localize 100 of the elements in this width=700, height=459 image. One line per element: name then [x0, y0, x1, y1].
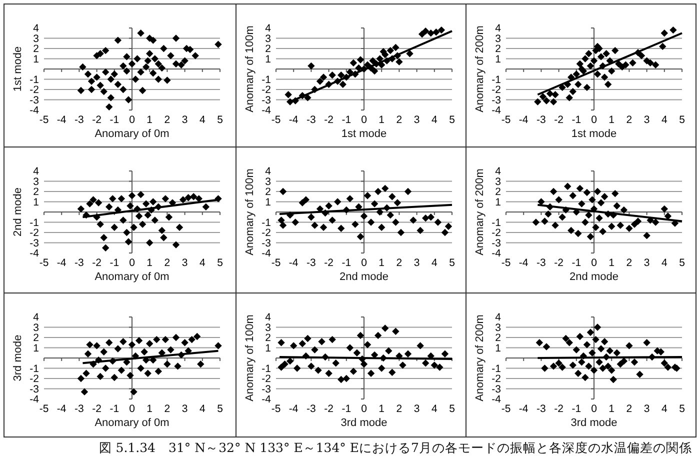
y-tick-label: -2: [492, 373, 502, 385]
point: [88, 86, 96, 94]
y-tick-label: -2: [492, 84, 502, 96]
point: [172, 34, 180, 42]
y-tick-label: 2: [265, 186, 272, 198]
y-tick-label: -4: [30, 248, 40, 260]
point: [612, 46, 619, 54]
point: [160, 44, 168, 52]
x-axis-title: 1st mode: [341, 128, 387, 140]
x-tick-label: -4: [518, 403, 528, 415]
y-tick-label: 2: [495, 43, 502, 55]
point: [90, 196, 97, 204]
point: [659, 42, 666, 50]
point: [388, 368, 396, 376]
point: [138, 86, 146, 94]
x-tick-label: 4: [199, 257, 206, 269]
point: [422, 214, 430, 222]
x-tick-label: 0: [361, 403, 368, 415]
point: [539, 93, 547, 100]
point: [604, 362, 612, 370]
x-tick-label: 5: [679, 114, 686, 126]
point: [132, 76, 140, 83]
point: [158, 226, 166, 234]
y-tick-label: 4: [495, 22, 502, 34]
point: [608, 67, 616, 75]
x-tick-label: -4: [288, 257, 298, 269]
point: [190, 193, 198, 200]
point: [604, 80, 612, 88]
point: [158, 64, 166, 72]
x-tick-label: 1: [146, 257, 153, 269]
y-tick-label: -1: [262, 362, 272, 375]
point: [88, 78, 96, 85]
point: [427, 214, 434, 221]
point: [124, 96, 132, 104]
x-tick-label: -5: [501, 403, 511, 415]
point: [181, 339, 188, 346]
point: [616, 360, 624, 368]
point: [102, 364, 110, 372]
point: [93, 74, 100, 81]
y-tick-label: 2: [33, 186, 40, 198]
point: [137, 68, 144, 76]
point: [572, 208, 580, 216]
x-tick-label: 2: [164, 403, 170, 415]
point: [613, 202, 620, 210]
point: [597, 53, 605, 60]
point: [338, 72, 345, 79]
point: [138, 220, 146, 228]
x-tick-label: 1: [378, 403, 385, 415]
y-tick-label: 2: [495, 186, 502, 198]
point: [86, 200, 94, 208]
point: [610, 376, 617, 384]
point: [374, 188, 382, 196]
y-tick-label: 4: [33, 166, 40, 178]
point: [308, 214, 315, 221]
point: [77, 86, 85, 94]
point: [576, 60, 584, 68]
point: [164, 76, 171, 84]
point: [590, 57, 598, 64]
point: [370, 67, 378, 75]
x-tick-label: 0: [129, 403, 136, 415]
x-tick-label: -4: [518, 257, 528, 269]
point: [569, 362, 576, 369]
point: [164, 360, 171, 368]
point: [430, 362, 438, 369]
x-tick-label: 4: [431, 403, 438, 415]
point: [184, 194, 192, 202]
y-tick-label: -3: [262, 383, 272, 396]
x-tick-label: 4: [199, 403, 206, 415]
point: [350, 59, 358, 66]
point: [392, 328, 400, 335]
point: [130, 388, 138, 396]
point: [636, 370, 644, 378]
point: [574, 370, 582, 377]
point: [278, 216, 285, 224]
x-tick-label: -3: [306, 257, 316, 269]
point: [374, 332, 382, 340]
point: [612, 190, 619, 198]
point: [594, 324, 602, 331]
caption: 図 5.1.34 31° N～32° N 133° E～134° Eにおける7月の各モードの振幅と各深度の水温偏差の関係: [98, 440, 692, 455]
point: [281, 360, 288, 368]
x-tick-label: 3: [644, 403, 650, 415]
y-tick-label: 2: [33, 332, 40, 344]
point: [107, 76, 114, 83]
point: [352, 220, 359, 228]
point: [346, 344, 354, 352]
point: [86, 341, 94, 348]
x-tick-label: -3: [74, 114, 84, 126]
y-tick-label: -3: [492, 94, 502, 106]
point: [120, 62, 127, 70]
y-tick-label: 2: [265, 332, 272, 344]
point: [123, 53, 130, 60]
y-tick-label: 3: [265, 322, 272, 334]
point: [599, 364, 606, 372]
x-axis-title: Anomary of 0m: [94, 271, 170, 283]
point: [660, 30, 668, 37]
point: [80, 388, 88, 396]
point: [550, 188, 558, 196]
point: [107, 94, 114, 102]
x-tick-label: 2: [626, 403, 632, 415]
point: [109, 195, 116, 202]
